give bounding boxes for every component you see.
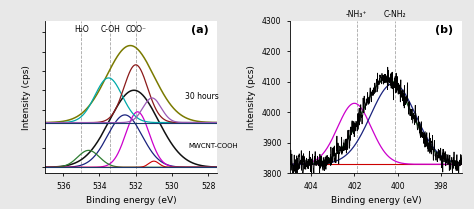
Text: -NH₃⁺: -NH₃⁺	[346, 10, 367, 19]
Y-axis label: Intensity (cps): Intensity (cps)	[22, 65, 31, 130]
Text: MWCNT-COOH: MWCNT-COOH	[188, 143, 238, 149]
Text: C-OH: C-OH	[100, 25, 120, 34]
X-axis label: Binding energy (eV): Binding energy (eV)	[86, 196, 176, 205]
X-axis label: Binding energy (eV): Binding energy (eV)	[331, 196, 421, 205]
Y-axis label: Intensity (pcs): Intensity (pcs)	[247, 65, 256, 130]
Text: (b): (b)	[436, 25, 454, 36]
Text: 30 hours: 30 hours	[185, 93, 219, 102]
Text: H₂O: H₂O	[74, 25, 89, 34]
Text: C-NH₂: C-NH₂	[384, 10, 407, 19]
Text: COO⁻: COO⁻	[125, 25, 146, 34]
Text: (a): (a)	[191, 25, 209, 36]
